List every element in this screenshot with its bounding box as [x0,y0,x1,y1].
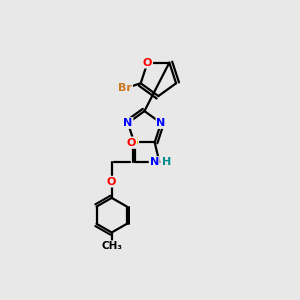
Text: N: N [150,157,159,167]
Text: N: N [156,118,166,128]
Text: H: H [162,157,171,167]
Text: S: S [130,137,138,147]
Text: N: N [123,118,133,128]
Text: O: O [143,58,152,68]
Text: O: O [127,138,136,148]
Text: Br: Br [118,83,132,93]
Text: O: O [107,177,116,187]
Text: CH₃: CH₃ [101,241,122,251]
